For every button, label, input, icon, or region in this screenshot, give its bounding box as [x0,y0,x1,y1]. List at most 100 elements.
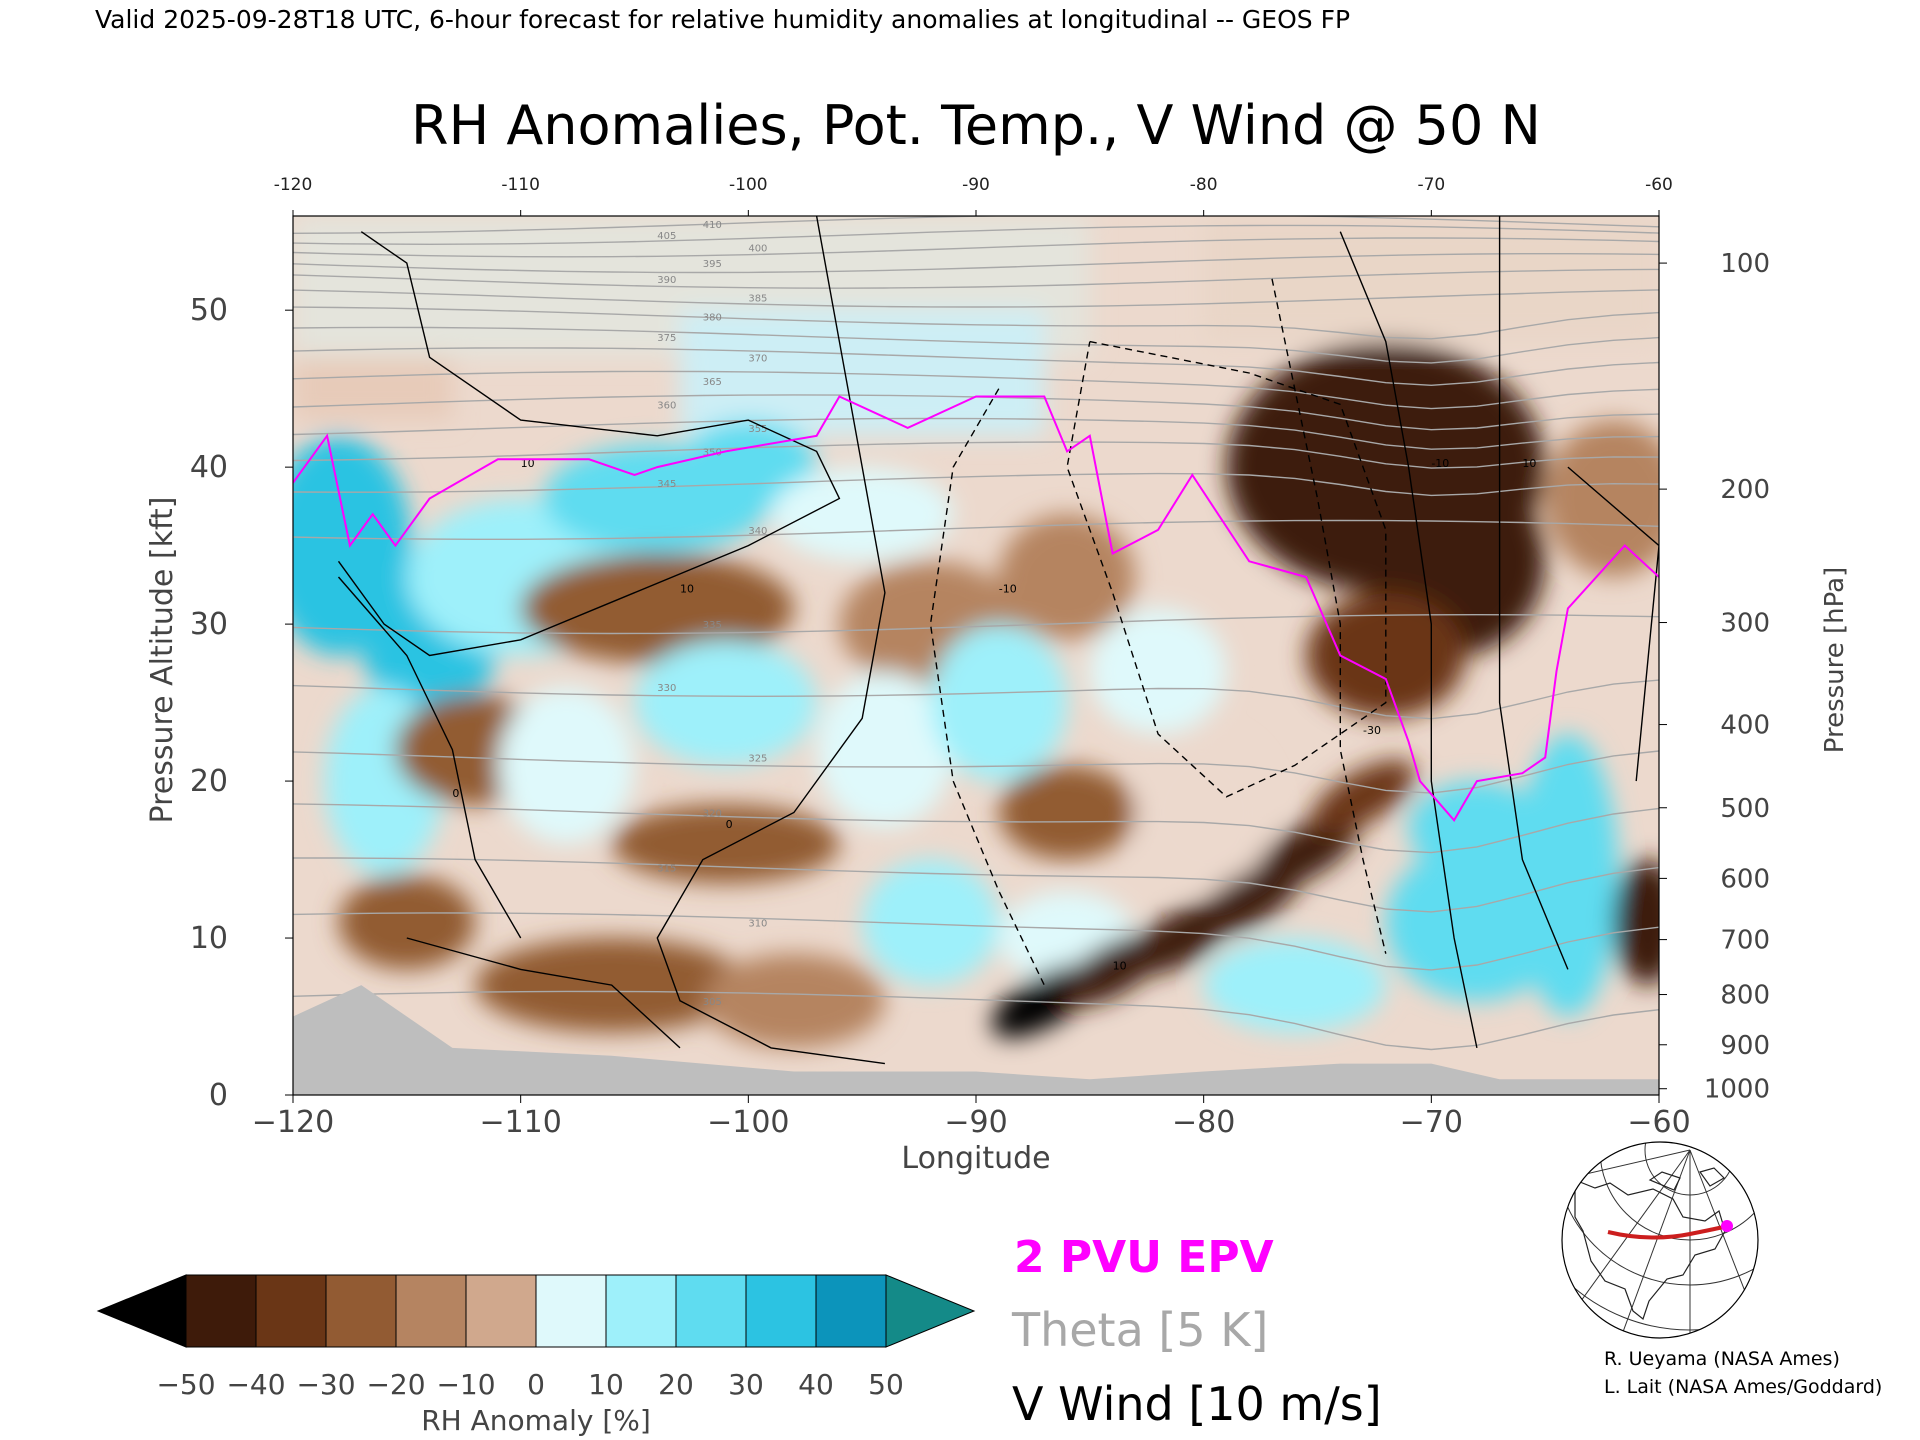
theta-contour [293,912,1659,971]
theta-label: 385 [748,294,767,305]
colorbar-tick-label: 40 [798,1368,834,1401]
coastline [1574,1167,1726,1321]
theta-label: 390 [657,275,676,286]
x-top-tick-label: -100 [729,175,768,195]
x-top-tick-label: -120 [274,175,313,195]
x-tick-label: −60 [1627,1105,1690,1140]
colorbar-tick-label: −10 [436,1368,495,1401]
wind-contour [656,216,886,1065]
theta-contour [293,326,1659,364]
anomaly-blob [1310,760,1416,834]
theta-label: 380 [703,312,722,323]
colorbar-segment [465,1274,537,1348]
terrain [293,985,1659,1095]
wind-label: 10 [1522,457,1536,470]
y-tick-label: 0 [209,1078,228,1113]
anomaly-blob [702,953,885,1048]
colorbar-tick-label: 10 [588,1368,624,1401]
colorbar-tick-label: −40 [226,1368,285,1401]
x-tick-label: −120 [252,1105,334,1140]
anomaly-blob [680,420,817,515]
theta-label: 340 [748,526,767,537]
colorbar-segment [815,1274,887,1348]
x-top-tick-label: -90 [962,175,990,195]
theta-label: 395 [703,259,722,270]
wind-label: 10 [1113,959,1127,972]
theta-contour [293,347,1659,387]
theta-label: 325 [748,754,767,765]
anomaly-blob [1203,938,1386,1033]
colorbar-segment [535,1274,607,1348]
pressure-tick-label: 700 [1720,926,1770,956]
anomaly-blob [611,804,840,884]
wind-label: 0 [726,818,733,831]
x-tick-label: −100 [707,1105,789,1140]
theta-contour [293,857,1659,913]
colorbar-segment [675,1274,747,1348]
colorbar: −50 −40 −30 −20 −10 0 10 20 30 40 50 [96,1274,976,1401]
wind-contour [1339,231,1478,1049]
y-tick-label: 50 [190,293,228,328]
theta-label: 335 [703,620,722,631]
pressure-tick-label: 1000 [1704,1075,1770,1105]
colorbar-tick-label: 20 [658,1368,694,1401]
theta-contour [293,614,1659,635]
colorbar-tick-label: −20 [366,1368,425,1401]
y-tick-label: 30 [190,607,228,642]
theta-contour [293,268,1659,289]
inset-endpoint-marker [1721,1220,1733,1232]
theta-contour [293,289,1659,308]
header-text: Valid 2025-09-28T18 UTC, 6-hour forecast… [95,5,1350,34]
theta-label: 310 [748,918,767,929]
theta-label: 305 [703,997,722,1008]
strato-band [680,310,1045,436]
theta-label: 320 [703,808,722,819]
theta-contour [293,441,1659,469]
anomaly-blob [930,624,1068,782]
legend-epv: 2 PVU EPV [1014,1232,1274,1283]
pressure-tick-label: 300 [1720,609,1770,639]
anomaly-blob [520,553,794,664]
anomaly-blob [1089,608,1227,734]
inset-map [1561,1141,1759,1339]
wind-contour [1066,340,1387,798]
anomaly-blob [816,671,954,829]
x-tick-label: −110 [479,1105,561,1140]
plot-area: 305 310 315 320 325 330 335 340 345 350 355 360 365 3… [292,215,1660,1096]
wind-contours: 10 10 -10 10 -30 -10 10 0 0 [337,216,1659,1065]
theta-label: 350 [703,447,722,458]
x-top-tick-label: -70 [1417,175,1445,195]
wind-contour [337,576,522,939]
y-axis-label-left: Pressure Altitude [kft] [145,497,180,824]
anomaly-blob [634,639,817,766]
theta-contour [293,252,1659,274]
theta-contour [293,519,1659,540]
wind-label: 10 [521,457,535,470]
x-top-tick-label: -80 [1190,175,1218,195]
colorbar-segment [745,1274,817,1348]
strato-band [293,357,453,421]
x-top-tick-label: -60 [1645,175,1673,195]
colorbar-tick-label: −50 [156,1368,215,1401]
pressure-tick-label: 500 [1720,794,1770,824]
theta-contour [293,990,1659,1051]
wind-contour [1498,216,1569,970]
wind-label: 0 [452,787,459,800]
colorbar-below-arrow [96,1274,187,1348]
x-axis-label: Longitude [901,1141,1050,1176]
theta-label: 345 [657,479,676,490]
colorbar-label: RH Anomaly [%] [421,1404,651,1437]
colorbar-tick-label: 30 [728,1368,764,1401]
wind-label: -10 [1431,457,1449,470]
anomaly-blob [1408,781,1546,876]
theta-label: 410 [703,220,722,231]
theta-label: 400 [748,243,767,254]
theta-contour [293,472,1659,497]
colorbar-tick-label: 0 [527,1368,545,1401]
epv-contour [293,395,1659,823]
credit-line-2: L. Lait (NASA Ames/Goddard) [1604,1376,1882,1398]
wind-contour [929,388,1045,986]
anomaly-blob [1545,420,1659,577]
colorbar-tick-label: −30 [296,1368,355,1401]
